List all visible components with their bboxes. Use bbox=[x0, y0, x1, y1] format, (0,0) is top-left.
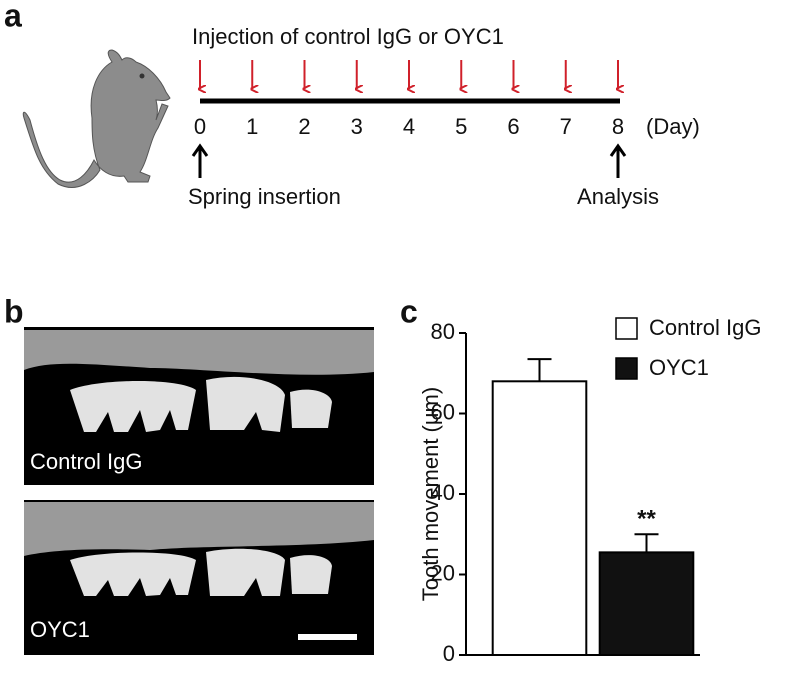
day-label: 7 bbox=[560, 114, 572, 139]
day-label: 8 bbox=[612, 114, 624, 139]
panel-label: c bbox=[400, 293, 418, 329]
mouse bbox=[22, 49, 171, 188]
y-tick-label: 60 bbox=[431, 399, 455, 424]
y-tick-label: 80 bbox=[431, 319, 455, 344]
day-label: 2 bbox=[298, 114, 310, 139]
bar bbox=[598, 551, 695, 656]
day-label: 0 bbox=[194, 114, 206, 139]
mouse-eye bbox=[139, 73, 145, 79]
legend-label: Control IgG bbox=[649, 315, 762, 340]
end-label: Analysis bbox=[577, 184, 659, 209]
bar-chart: 0 20 40 60 80 Control IgG ** OYC1 bbox=[431, 315, 762, 666]
error-bar bbox=[527, 358, 552, 382]
y-tick-label: 0 bbox=[443, 641, 455, 666]
legend-label: OYC1 bbox=[649, 355, 709, 380]
panel-label: b bbox=[4, 293, 24, 329]
legend-swatch bbox=[615, 317, 638, 340]
y-tick-label: 40 bbox=[431, 480, 455, 505]
image-label: Control IgG bbox=[30, 449, 143, 474]
start-arrow bbox=[191, 143, 209, 178]
y-tick-label: 20 bbox=[431, 560, 455, 585]
error-bar bbox=[634, 533, 659, 553]
day-label: 1 bbox=[246, 114, 258, 139]
panel-label: a bbox=[4, 0, 22, 33]
image-label: OYC1 bbox=[30, 617, 90, 642]
ct-image bbox=[24, 500, 374, 655]
day-label: 6 bbox=[507, 114, 519, 139]
day-label: 5 bbox=[455, 114, 467, 139]
day-label: 4 bbox=[403, 114, 415, 139]
day-label: 3 bbox=[351, 114, 363, 139]
y-axis-label: Tooth movement (μm) bbox=[418, 387, 443, 601]
start-label: Spring insertion bbox=[188, 184, 341, 209]
bar bbox=[491, 380, 588, 656]
legend-swatch bbox=[615, 357, 638, 380]
significance: ** bbox=[637, 506, 656, 533]
timeline-title: Injection of control IgG or OYC1 bbox=[192, 24, 504, 49]
ct-image bbox=[24, 327, 374, 485]
timeline-unit: (Day) bbox=[646, 114, 700, 139]
end-arrow bbox=[609, 143, 627, 178]
